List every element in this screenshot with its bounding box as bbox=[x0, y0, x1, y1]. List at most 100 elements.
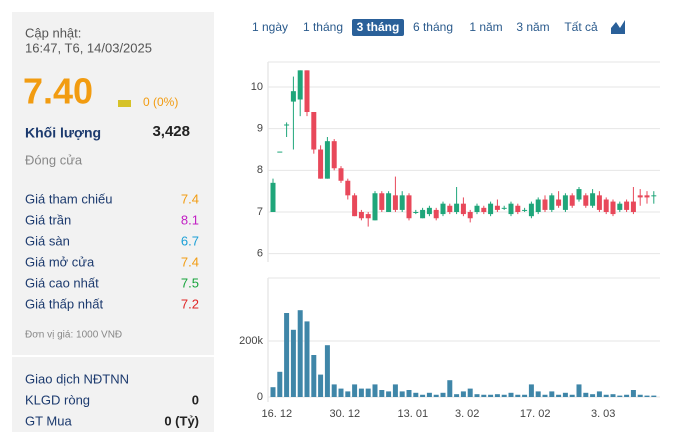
candle-body bbox=[569, 195, 575, 206]
volume-bar bbox=[596, 391, 602, 397]
candle-body bbox=[365, 214, 371, 219]
tab[interactable]: 3 năm bbox=[516, 20, 549, 34]
y-tick-label: 0 bbox=[257, 391, 263, 403]
volume-bar bbox=[542, 394, 548, 397]
change-icon bbox=[118, 100, 131, 107]
row-label: Giá sàn bbox=[25, 233, 70, 248]
candle-body bbox=[528, 203, 534, 217]
volume-bar bbox=[501, 394, 507, 397]
icon-shape[interactable] bbox=[611, 20, 625, 34]
y-tick-label: 6 bbox=[257, 248, 263, 260]
volume-bar bbox=[583, 392, 589, 397]
volume-bar bbox=[494, 394, 500, 397]
volume-bar bbox=[345, 391, 351, 397]
volume-bar bbox=[413, 392, 419, 397]
volume-bar bbox=[318, 374, 324, 397]
candle-body bbox=[596, 195, 602, 210]
candle-body bbox=[270, 182, 276, 212]
y-tick-label: 8 bbox=[257, 164, 263, 176]
candle-body bbox=[542, 199, 548, 210]
volume-bar bbox=[338, 388, 344, 397]
foreign-label: GT Mua bbox=[25, 413, 72, 428]
volume-bar bbox=[304, 321, 310, 397]
candle-body bbox=[467, 212, 473, 219]
volume-bar bbox=[474, 394, 480, 397]
volume-label: Khối lượng bbox=[25, 125, 101, 141]
volume-bar bbox=[284, 313, 290, 397]
candle-body bbox=[447, 205, 453, 212]
row-value: 7.5 bbox=[181, 275, 199, 290]
candle-body bbox=[603, 199, 609, 212]
volume-bar bbox=[481, 394, 487, 397]
volume-bar bbox=[610, 394, 616, 397]
candle-body bbox=[630, 201, 636, 212]
row-value: 6.7 bbox=[181, 233, 199, 248]
foreign-title: Giao dịch NĐTNN bbox=[25, 371, 129, 386]
volume-bar bbox=[311, 355, 317, 397]
x-tick-label: 17. 02 bbox=[520, 408, 551, 420]
row-value: 7.4 bbox=[181, 254, 199, 269]
x-tick-label: 16. 12 bbox=[262, 408, 293, 420]
volume-bar bbox=[637, 394, 643, 397]
candle-body bbox=[549, 195, 555, 210]
volume-bar bbox=[406, 390, 412, 397]
volume-bar bbox=[454, 394, 460, 397]
candle-body bbox=[637, 195, 643, 198]
candle-body bbox=[324, 141, 330, 179]
price: 7.40 bbox=[23, 71, 93, 112]
volume-bar bbox=[535, 391, 541, 397]
y-tick-label: 9 bbox=[257, 123, 263, 135]
candle-body bbox=[290, 91, 296, 102]
candle-body bbox=[494, 205, 500, 210]
volume-bar bbox=[324, 345, 330, 397]
x-tick-label: 30. 12 bbox=[330, 408, 361, 420]
volume-bar bbox=[515, 394, 521, 397]
candle-body bbox=[562, 195, 568, 210]
volume-bar bbox=[352, 384, 358, 397]
tab[interactable]: 6 tháng bbox=[413, 20, 453, 34]
candle-body bbox=[508, 203, 514, 215]
volume-bar bbox=[624, 394, 630, 397]
x-tick-label: 13. 01 bbox=[398, 408, 429, 420]
volume-bar bbox=[617, 395, 623, 397]
volume-bar bbox=[562, 392, 568, 397]
volume-bar bbox=[447, 380, 453, 397]
volume-bar bbox=[488, 394, 494, 397]
candle-body bbox=[379, 193, 385, 210]
candle-body bbox=[304, 70, 310, 112]
candle-body bbox=[590, 193, 596, 206]
candle-body bbox=[406, 195, 412, 219]
volume-bar bbox=[277, 371, 283, 397]
price-change: 0 (0%) bbox=[143, 95, 178, 109]
y-tick-label: 10 bbox=[251, 81, 263, 93]
foreign-value: 0 (Tỷ) bbox=[164, 413, 199, 428]
x-tick-label: 3. 03 bbox=[591, 408, 615, 420]
candle-body bbox=[583, 195, 589, 206]
candle-body bbox=[576, 189, 582, 200]
row-label: Giá trần bbox=[25, 212, 71, 227]
candle-body bbox=[284, 124, 290, 126]
volume-bar bbox=[270, 387, 276, 397]
tab[interactable]: 1 ngày bbox=[252, 20, 288, 34]
volume-bar bbox=[386, 391, 392, 397]
candle-body bbox=[352, 195, 358, 217]
volume-bar bbox=[372, 384, 378, 397]
tab[interactable]: 3 tháng bbox=[357, 20, 400, 34]
candle-body bbox=[297, 70, 303, 100]
row-label: Giá mở cửa bbox=[25, 254, 95, 269]
volume-bar bbox=[420, 394, 426, 397]
candle-body bbox=[651, 195, 657, 197]
volume-bar bbox=[644, 395, 650, 397]
volume-bar bbox=[603, 394, 609, 397]
tab[interactable]: 1 tháng bbox=[303, 20, 343, 34]
close-label: Đóng cửa bbox=[25, 152, 83, 167]
tab[interactable]: Tất cả bbox=[564, 20, 598, 34]
row-label: Giá thấp nhất bbox=[25, 296, 103, 311]
candle-body bbox=[399, 195, 405, 210]
volume-bar bbox=[549, 391, 555, 397]
foreign-value: 0 bbox=[192, 392, 199, 407]
tab[interactable]: 1 năm bbox=[469, 20, 502, 34]
candle-body bbox=[338, 168, 344, 181]
